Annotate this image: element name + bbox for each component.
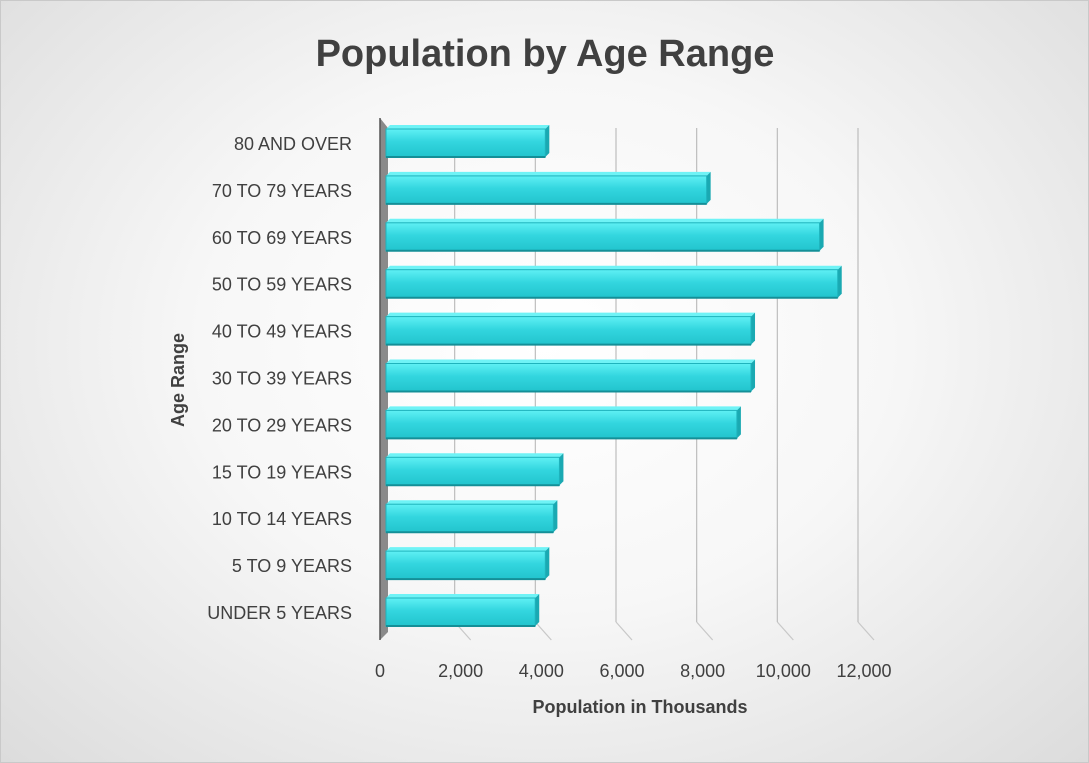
bars: [385, 125, 842, 627]
bar-top: [386, 171, 711, 176]
bar-front: [385, 175, 708, 205]
category-label: 70 TO 79 YEARS: [212, 181, 352, 201]
bar: [385, 125, 550, 158]
category-label: UNDER 5 YEARS: [207, 603, 352, 623]
gridline-floor: [696, 621, 714, 641]
x-axis-label: Population in Thousands: [533, 697, 748, 717]
category-label: 60 TO 69 YEARS: [212, 228, 352, 248]
bar-end: [553, 500, 558, 533]
bar-end: [819, 218, 824, 251]
category-label: 80 AND OVER: [234, 134, 352, 154]
category-label: 40 TO 49 YEARS: [212, 322, 352, 342]
bar-top: [386, 265, 842, 270]
bar-end: [837, 265, 842, 298]
x-tick-label: 2,000: [438, 661, 483, 681]
bar: [385, 359, 756, 393]
bar-end: [545, 125, 550, 157]
bar-front: [385, 363, 752, 392]
bar-end: [751, 359, 756, 392]
bar-top: [386, 218, 824, 223]
bar-top: [386, 312, 756, 317]
category-label: 20 TO 29 YEARS: [212, 415, 352, 435]
bar-front: [385, 409, 738, 439]
bar: [385, 594, 540, 627]
bar-top: [386, 359, 756, 364]
bar: [385, 265, 842, 299]
bar: [385, 453, 564, 487]
bar-end: [545, 547, 550, 580]
x-tick-label: 10,000: [756, 661, 811, 681]
bar: [385, 171, 711, 205]
bar-front: [385, 269, 839, 299]
gridline-floor: [857, 621, 875, 641]
bar: [385, 218, 824, 252]
bar-end: [559, 453, 564, 486]
bar-front: [385, 128, 546, 158]
bar-front: [385, 550, 546, 580]
category-label: 15 TO 19 YEARS: [212, 462, 352, 482]
x-tick-labels: 0 2,000 4,000 6,000 8,000 10,000 12,000: [375, 661, 892, 681]
bar-top: [386, 594, 540, 598]
bar: [385, 500, 558, 534]
bar-top: [386, 453, 564, 458]
bar-front: [385, 597, 536, 627]
gridline-floor: [534, 621, 552, 641]
bar: [385, 312, 756, 346]
bar-top: [386, 125, 550, 129]
bar-top: [386, 500, 558, 505]
category-label: 30 TO 39 YEARS: [212, 369, 352, 389]
chart-title: Population by Age Range: [316, 33, 775, 75]
bar-front: [385, 456, 560, 486]
bar-front: [385, 222, 821, 252]
x-tick-label: 6,000: [599, 661, 644, 681]
bar-end: [751, 312, 756, 345]
bar-top: [386, 406, 741, 411]
bar: [385, 406, 741, 440]
x-tick-label: 8,000: [680, 661, 725, 681]
x-tick-label: 12,000: [836, 661, 891, 681]
bar: [385, 547, 550, 581]
bar-top: [386, 547, 550, 552]
gridline-floor: [615, 621, 633, 641]
category-label: 50 TO 59 YEARS: [212, 275, 352, 295]
gridlines: [454, 128, 875, 641]
bar-end: [706, 171, 711, 204]
category-label: 5 TO 9 YEARS: [232, 556, 352, 576]
x-tick-label: 4,000: [519, 661, 564, 681]
bar-front: [385, 503, 554, 533]
bar-end: [736, 406, 741, 439]
category-labels: UNDER 5 YEARS 5 TO 9 YEARS 10 TO 14 YEARS 1…: [207, 134, 352, 623]
bar-front: [385, 316, 752, 346]
bar-end: [535, 594, 540, 626]
gridline-floor: [776, 621, 794, 641]
y-axis-label: Age Range: [168, 333, 188, 427]
x-tick-label: 0: [375, 661, 385, 681]
category-label: 10 TO 14 YEARS: [212, 509, 352, 529]
